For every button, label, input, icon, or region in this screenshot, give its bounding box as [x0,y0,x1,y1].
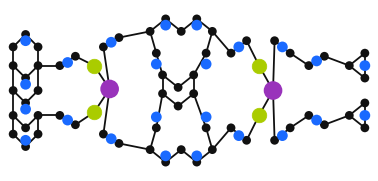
Point [209,30,215,33]
Point [101,45,107,48]
Point [108,137,114,140]
Point [107,87,113,90]
Point [362,77,368,79]
Point [194,154,200,157]
Point [101,133,107,136]
Point [243,139,249,142]
Point [287,52,293,55]
Point [271,39,277,42]
Point [10,89,16,92]
Point [163,17,169,20]
Point [362,52,368,55]
Point [23,102,29,104]
Point [10,64,16,67]
Point [57,64,63,67]
Point [362,114,368,117]
Point [23,39,29,42]
Point [35,64,41,67]
Point [236,134,242,137]
Point [236,45,242,48]
Point [153,126,160,129]
Point [346,114,352,117]
Point [256,64,262,67]
Point [23,126,29,129]
Point [91,111,97,114]
Point [147,30,153,33]
Point [346,64,352,67]
Point [23,139,29,142]
Point [10,133,16,136]
Point [107,87,113,90]
Point [153,52,160,55]
Point [153,115,160,118]
Point [72,55,78,58]
Point [270,89,276,92]
Point [191,92,197,95]
Point [203,52,209,55]
Point [191,73,197,76]
Point [57,114,63,117]
Point [65,119,71,121]
Point [178,30,184,33]
Point [35,45,41,48]
Point [321,55,327,58]
Point [362,126,368,129]
Point [203,115,209,118]
Point [279,45,285,48]
Point [35,114,41,117]
Point [163,154,169,157]
Point [23,83,29,86]
Point [23,108,29,111]
Point [160,92,166,95]
Point [153,63,160,66]
Point [194,24,200,27]
Point [116,142,122,145]
Point [194,161,200,164]
Point [270,89,276,92]
Point [228,126,234,129]
Point [10,45,16,48]
Point [175,86,181,89]
Point [147,148,153,151]
Point [23,33,29,36]
Point [362,64,368,67]
Point [163,161,169,164]
Point [203,63,209,66]
Point [306,114,312,117]
Point [108,41,114,44]
Point [306,64,312,67]
Point [160,73,166,76]
Point [175,105,181,108]
Point [23,145,29,148]
Point [10,114,16,117]
Point [271,139,277,142]
Point [279,134,285,137]
Point [163,24,169,27]
Point [35,89,41,92]
Point [65,61,71,64]
Point [116,36,122,39]
Point [194,17,200,20]
Point [362,102,368,104]
Point [209,148,215,151]
Point [314,119,320,121]
Point [178,148,184,151]
Point [23,77,29,79]
Point [287,126,293,129]
Point [228,52,234,55]
Point [321,123,327,126]
Point [72,123,78,126]
Point [243,39,249,42]
Point [203,126,209,129]
Point [35,133,41,136]
Point [91,64,97,67]
Point [314,60,320,62]
Point [256,114,262,117]
